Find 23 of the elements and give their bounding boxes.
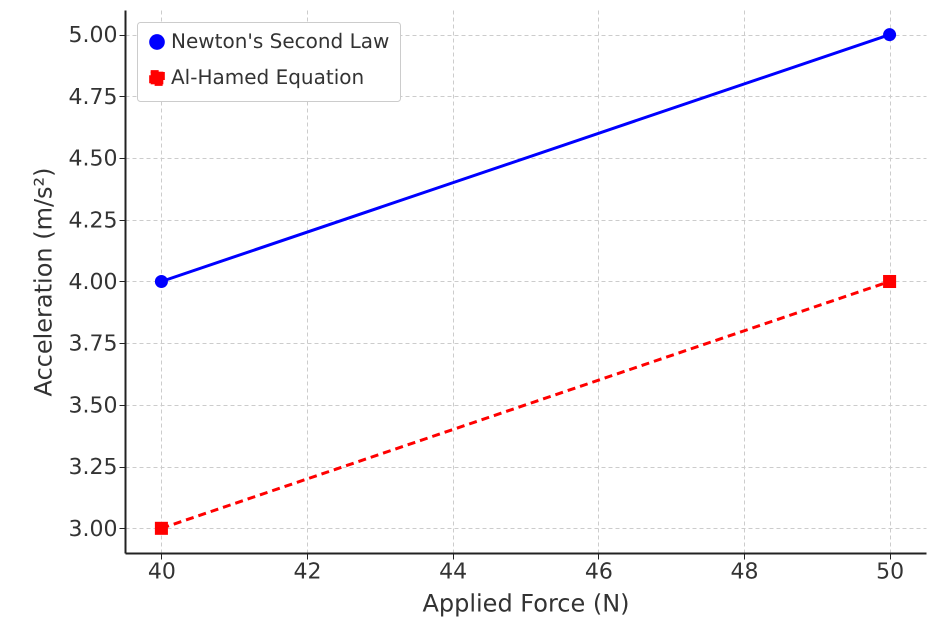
y-tick-label: 3.25 <box>68 455 118 480</box>
x-tick-label: 46 <box>584 560 613 584</box>
legend-label: Al-Hamed Equation <box>171 65 364 89</box>
y-tick-label: 3.50 <box>68 393 118 418</box>
x-axis-title: Applied Force (N) <box>422 590 630 618</box>
point <box>154 522 168 535</box>
y-axis-title: Acceleration (m/s²) <box>30 167 58 397</box>
x-tick-label: 44 <box>439 560 468 584</box>
y-tick-label: 3.00 <box>68 516 118 542</box>
point <box>883 28 896 42</box>
point <box>154 274 168 288</box>
y-tick-label: 4.00 <box>68 270 118 295</box>
y-tick-label: 4.25 <box>68 208 118 234</box>
x-tick-label: 50 <box>876 560 904 584</box>
legend-label: Newton's Second Law <box>171 29 390 53</box>
x-tick-label: 40 <box>148 560 176 584</box>
y-tick-label: 4.75 <box>68 84 118 110</box>
y-tick-label: 3.75 <box>68 332 118 357</box>
y-tick-label: 4.50 <box>68 146 118 172</box>
x-tick-label: 42 <box>294 560 322 584</box>
point <box>883 274 896 288</box>
y-tick-label: 5.00 <box>68 23 118 48</box>
x-tick-label: 48 <box>730 560 758 584</box>
